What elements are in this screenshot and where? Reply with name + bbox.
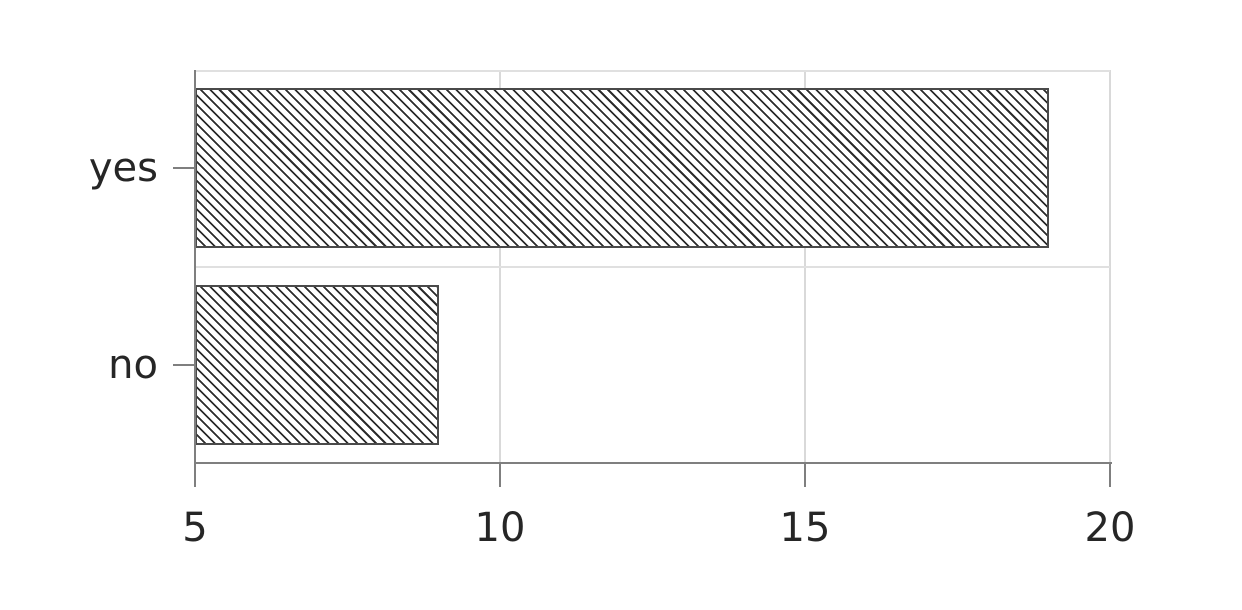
y-tick-yes — [173, 167, 195, 170]
x-tick-label-10: 10 — [474, 505, 526, 551]
y-tick-no — [173, 363, 195, 366]
x-tick-15 — [804, 463, 806, 487]
y-axis-line — [194, 70, 196, 464]
category-label-yes: yes — [88, 145, 158, 192]
x-tick-label-15: 15 — [779, 505, 831, 551]
x-tick-5 — [194, 463, 196, 487]
bar-no — [195, 284, 439, 445]
x-tick-label-5: 5 — [182, 505, 208, 551]
gridline-x-20 — [1109, 70, 1111, 463]
gridline-category-boundary — [195, 70, 1110, 72]
plot-area — [195, 70, 1111, 463]
x-tick-10 — [499, 463, 501, 487]
x-tick-20 — [1109, 463, 1111, 487]
bar-yes — [195, 88, 1049, 249]
category-label-no: no — [108, 341, 158, 388]
gridline-category-boundary — [195, 265, 1110, 268]
x-tick-label-20: 20 — [1084, 505, 1136, 551]
x-axis-line — [194, 462, 1112, 464]
